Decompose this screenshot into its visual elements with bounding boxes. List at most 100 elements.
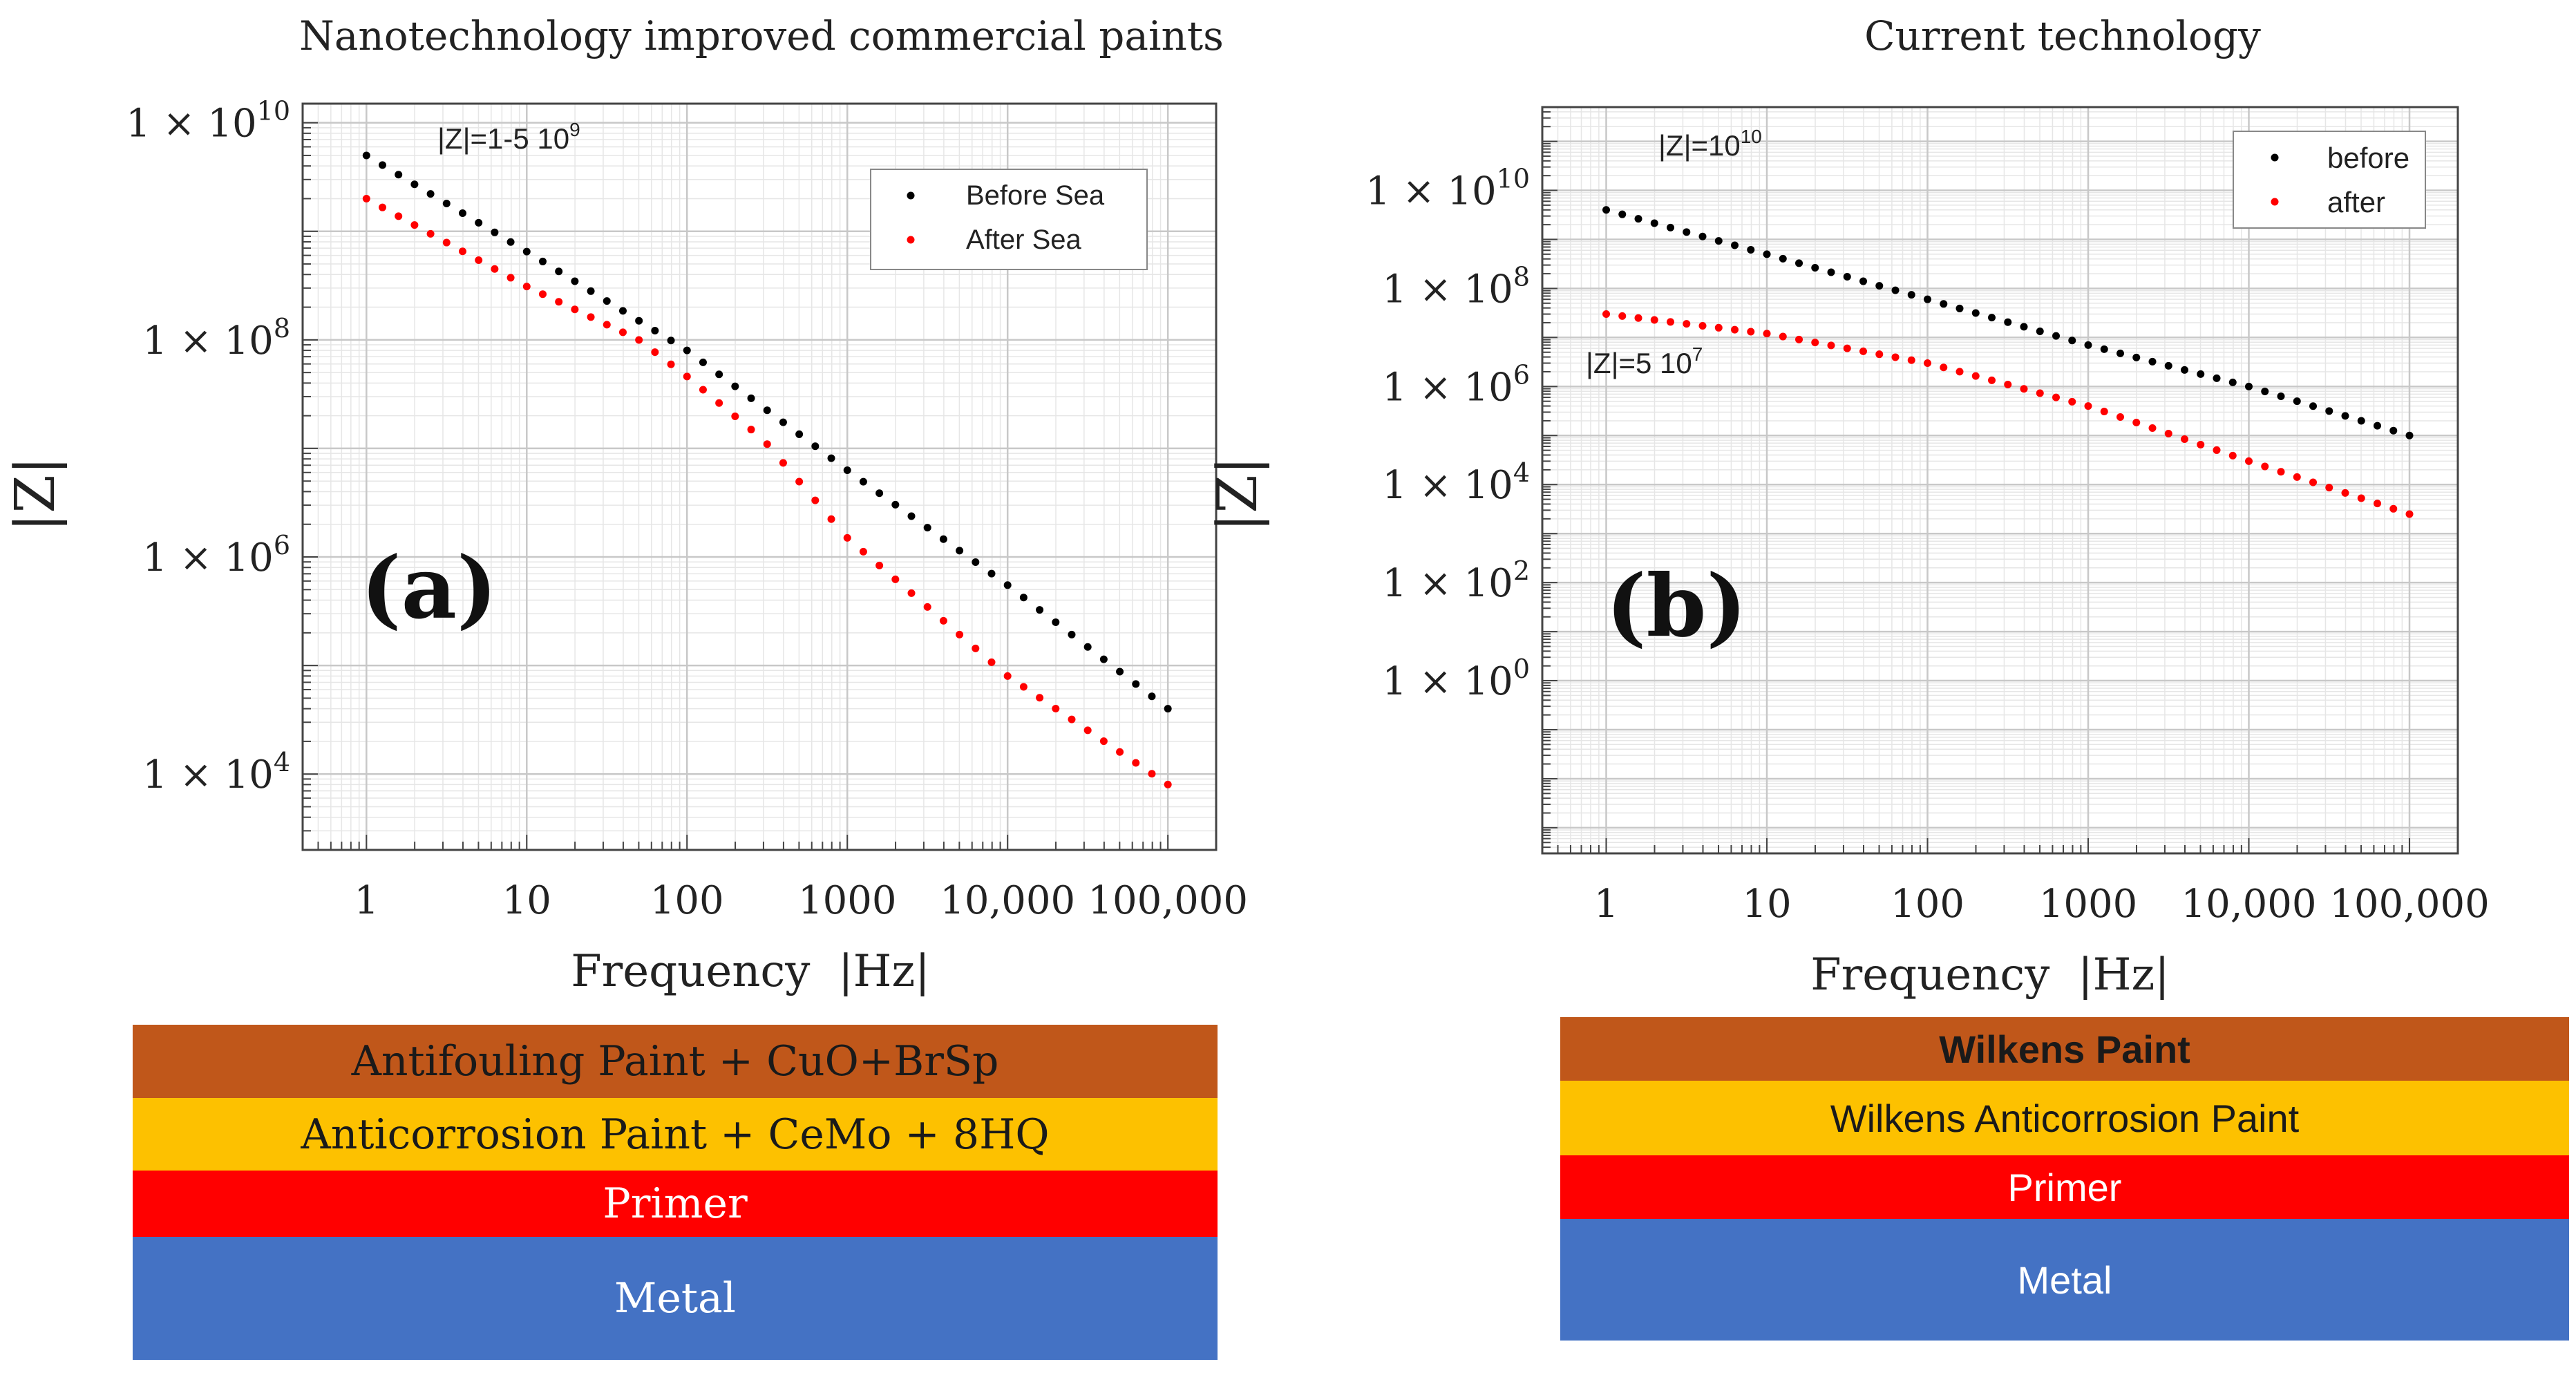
data-point-before-sea: [747, 394, 755, 402]
data-point-after: [1731, 325, 1739, 334]
data-point-after-sea: [972, 644, 980, 652]
data-point-after-sea: [587, 313, 595, 321]
y-tick-label: 1 × 1010: [1365, 164, 1530, 214]
data-point-after: [2325, 484, 2333, 492]
data-point-after: [2116, 413, 2125, 422]
y-tick-base: 1 × 10: [1382, 659, 1513, 704]
legend-marker-after: [2271, 198, 2279, 206]
data-point-after: [1763, 330, 1771, 338]
data-point-after: [1618, 312, 1627, 320]
y-tick-exponent: 4: [1513, 457, 1530, 488]
data-point-after-sea: [1148, 770, 1156, 778]
data-point-before: [1650, 219, 1658, 227]
data-point-after: [1875, 350, 1884, 359]
x-tick-label: 10,000: [940, 878, 1075, 923]
legend-marker-after-sea: [907, 236, 915, 244]
data-point-before-sea: [795, 430, 804, 438]
data-point-before-sea: [1083, 643, 1092, 651]
data-point-after-sea: [1099, 737, 1108, 746]
data-point-after: [2004, 381, 2012, 389]
y-tick-base: 1 × 10: [142, 752, 273, 797]
legend-box: [870, 169, 1148, 270]
data-point-after: [2132, 419, 2141, 427]
annotation-exponent: 7: [1692, 343, 1703, 365]
data-point-after: [1827, 341, 1835, 350]
data-point-after: [2293, 473, 2301, 481]
y-tick-exponent: 2: [1513, 556, 1530, 586]
data-point-before-sea: [410, 180, 419, 189]
data-point-before-sea: [731, 382, 739, 390]
data-point-before-sea: [555, 267, 563, 276]
data-point-after-sea: [1068, 715, 1076, 723]
data-point-before-sea: [522, 247, 531, 256]
data-point-after: [2164, 429, 2172, 437]
data-point-before-sea: [571, 277, 579, 285]
data-point-before: [1827, 268, 1835, 276]
y-tick-label: 1 × 108: [142, 313, 290, 363]
data-point-before: [2132, 353, 2141, 361]
data-point-before: [1843, 273, 1851, 281]
data-point-after: [1940, 363, 1948, 372]
data-point-after-sea: [987, 658, 996, 666]
x-tick-label: 10,000: [2181, 882, 2317, 927]
annotation-text: |Z|=10: [1658, 129, 1741, 162]
data-point-before: [2068, 337, 2076, 345]
data-point-before-sea: [491, 228, 499, 236]
data-point-after: [1714, 323, 1723, 332]
data-point-after-sea: [442, 238, 451, 247]
data-point-after: [2197, 440, 2205, 448]
data-point-before: [1602, 206, 1611, 214]
data-point-before: [1731, 241, 1739, 249]
y-tick-base: 1 × 10: [1382, 463, 1513, 508]
y-tick-label: 1 × 102: [1382, 556, 1530, 606]
data-point-before-sea: [987, 569, 996, 578]
data-point-after: [2052, 393, 2061, 401]
data-point-before-sea: [1068, 630, 1076, 638]
data-point-before-sea: [763, 406, 771, 415]
data-point-before: [2357, 417, 2365, 425]
data-point-before: [1875, 282, 1884, 290]
data-point-before-sea: [603, 297, 611, 305]
data-point-after-sea: [522, 283, 531, 291]
data-point-before: [2004, 318, 2012, 326]
data-point-after-sea: [1164, 780, 1172, 788]
data-point-after-sea: [395, 212, 403, 220]
data-point-after-sea: [491, 265, 499, 273]
panel-b-x-axis-label: Frequency |Hz|: [1810, 949, 2170, 1001]
panel-b-label: (b): [1606, 556, 1747, 656]
y-tick-base: 1 × 10: [1382, 561, 1513, 606]
y-tick-exponent: 10: [257, 96, 290, 126]
layer-wilkens-anticorrosion-paint: Wilkens Anticorrosion Paint: [1560, 1081, 2569, 1155]
data-point-before: [1955, 304, 1964, 312]
data-point-before: [2405, 431, 2414, 439]
panel-b-title: Current technology: [1864, 12, 2261, 59]
data-point-after-sea: [715, 399, 723, 407]
x-tick-label: 1: [354, 878, 379, 923]
legend-marker-before: [2271, 153, 2279, 162]
data-point-after-sea: [827, 515, 835, 523]
data-point-after-sea: [795, 477, 804, 486]
data-point-after: [1971, 372, 1980, 380]
x-tick-label: 1000: [2039, 882, 2138, 927]
data-point-after-sea: [779, 459, 787, 467]
data-point-before-sea: [426, 190, 435, 198]
data-point-after-sea: [458, 247, 466, 256]
data-point-after: [2181, 435, 2189, 443]
data-point-after: [2261, 462, 2269, 471]
data-point-after: [2374, 500, 2382, 508]
data-point-after: [2277, 468, 2285, 476]
data-point-after-sea: [667, 360, 675, 368]
data-point-before-sea: [1148, 692, 1156, 701]
y-tick-base: 1 × 10: [1382, 365, 1513, 410]
data-point-before: [2245, 382, 2253, 390]
legend-label-after-sea: After Sea: [966, 225, 1082, 255]
data-point-after: [2084, 402, 2092, 410]
y-tick-exponent: 0: [1513, 654, 1530, 684]
data-point-after-sea: [811, 496, 820, 504]
data-point-before-sea: [442, 200, 451, 208]
data-point-before: [2228, 378, 2237, 386]
data-point-before: [2116, 349, 2125, 357]
y-tick-base: 1 × 10: [1382, 267, 1513, 312]
data-point-after-sea: [1019, 683, 1027, 691]
